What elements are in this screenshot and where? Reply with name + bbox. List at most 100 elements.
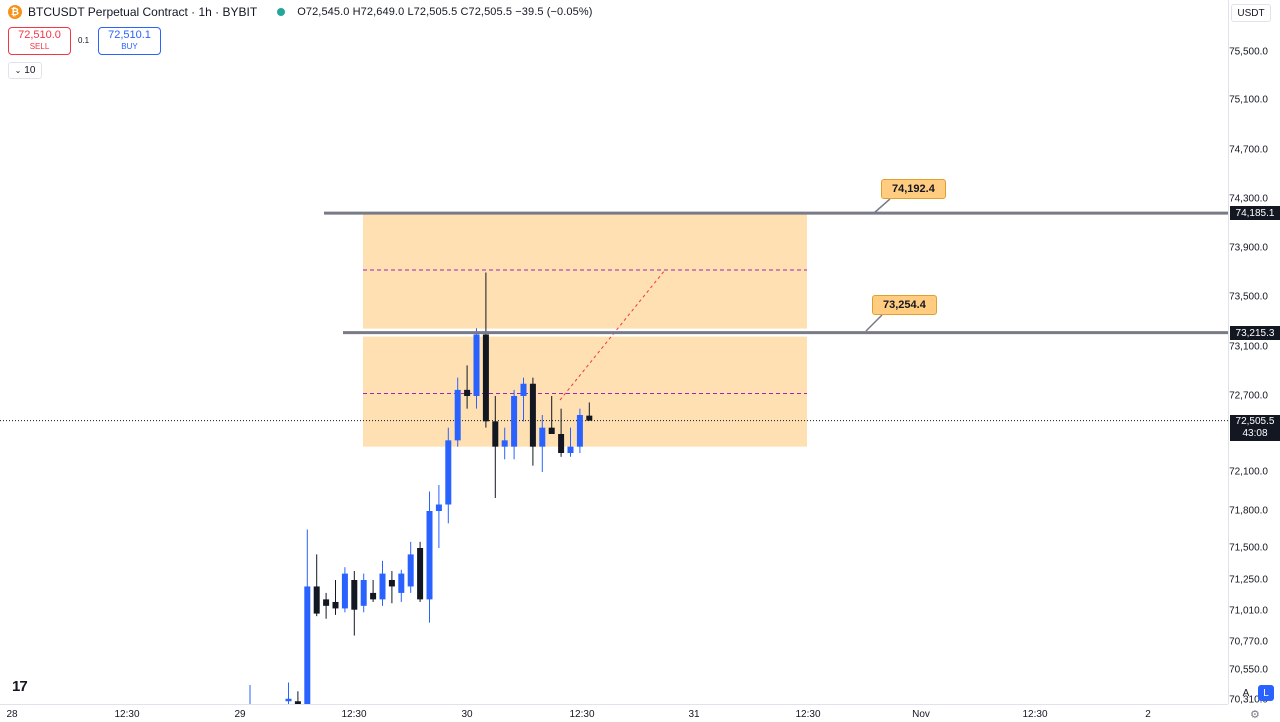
- price-tick-label: 72,100.0: [1229, 466, 1268, 478]
- candle-body: [473, 334, 480, 396]
- candle-body: [379, 573, 386, 600]
- candle-body: [351, 580, 358, 610]
- candle-body: [417, 548, 424, 600]
- candle-body: [323, 599, 330, 606]
- last-price: 72,505.5: [1235, 416, 1275, 427]
- time-tick-label: 28: [6, 709, 18, 720]
- upper-callout-pointer: [873, 198, 891, 214]
- price-tick-label: 70,310.0: [1229, 694, 1268, 706]
- time-tick-label: 12:30: [1022, 709, 1048, 720]
- candle-body: [445, 440, 452, 505]
- price-tick-label: 71,250.0: [1229, 574, 1268, 586]
- quantity-selector[interactable]: ⌄ 10: [8, 62, 42, 79]
- time-tick-label: 12:30: [341, 709, 367, 720]
- symbol-legend: ₿ BTCUSDT Perpetual Contract · 1h · BYBI…: [8, 5, 593, 19]
- price-tick-label: 72,700.0: [1229, 390, 1268, 402]
- target-zone-upper: [363, 213, 807, 329]
- candle-body: [501, 440, 508, 447]
- chart-area[interactable]: ₿ BTCUSDT Perpetual Contract · 1h · BYBI…: [0, 0, 1228, 704]
- price-tick-label: 73,500.0: [1229, 291, 1268, 303]
- quantity-value: 10: [24, 65, 36, 76]
- candle-body: [464, 389, 471, 396]
- upper-callout-text: 74,192.4: [892, 183, 935, 195]
- auto-scale-button[interactable]: A: [1242, 687, 1250, 699]
- price-tick-label: 74,700.0: [1229, 144, 1268, 156]
- upper-level-price-tag: 74,185.1: [1230, 206, 1280, 220]
- price-tick-label: 73,100.0: [1229, 341, 1268, 353]
- lower-level-callout[interactable]: 73,254.4: [872, 295, 937, 315]
- candle-body: [567, 446, 574, 453]
- lower-level-price-tag: 73,215.3: [1230, 326, 1280, 340]
- bar-countdown: 43:08: [1242, 428, 1268, 439]
- price-tick-label: 71,800.0: [1229, 505, 1268, 517]
- candle-body: [435, 504, 442, 511]
- time-tick-label: 12:30: [795, 709, 821, 720]
- candle-body: [332, 601, 339, 609]
- candle-body: [285, 698, 292, 702]
- price-tick-label: 70,770.0: [1229, 636, 1268, 648]
- last-price-tag: 72,505.5 43:08: [1230, 415, 1280, 441]
- buy-price: 72,510.1: [108, 29, 151, 41]
- time-tick-label: 30: [461, 709, 473, 720]
- log-scale-button[interactable]: L: [1258, 685, 1274, 701]
- candle-body: [558, 434, 565, 453]
- buy-label: BUY: [121, 42, 138, 51]
- candle-body: [511, 396, 518, 447]
- target-zone-lower: [363, 336, 807, 447]
- spread-value: 0.1: [78, 36, 90, 45]
- sell-label: SELL: [29, 42, 50, 51]
- candle-body: [454, 389, 461, 441]
- candle-body: [529, 383, 536, 447]
- currency-selector[interactable]: USDT: [1231, 4, 1271, 22]
- chart-canvas[interactable]: [0, 0, 1228, 704]
- chevron-down-icon: ⌄: [14, 66, 22, 75]
- candle-body: [388, 580, 395, 587]
- market-status-indicator[interactable]: [277, 8, 286, 16]
- time-tick-label: 31: [688, 709, 700, 720]
- price-tick-label: 75,100.0: [1229, 94, 1268, 106]
- candle-body: [482, 334, 489, 422]
- price-axis[interactable]: 75,500.0 75,100.0 74,700.0 74,300.0 73,900.0…: [1228, 0, 1280, 706]
- lower-callout-pointer: [865, 314, 883, 332]
- time-tick-label: Nov: [912, 709, 930, 720]
- price-tick-label: 71,010.0: [1229, 605, 1268, 617]
- candle-body: [548, 427, 555, 434]
- ohlc-values: O72,545.0 H72,649.0 L72,505.5 C72,505.5 …: [297, 6, 593, 18]
- upper-level-callout[interactable]: 74,192.4: [881, 179, 946, 199]
- time-tick-label: 12:30: [114, 709, 140, 720]
- tradingview-logo[interactable]: 17: [12, 678, 28, 695]
- candle-body: [360, 580, 367, 606]
- sell-price: 72,510.0: [18, 29, 61, 41]
- sell-button[interactable]: 72,510.0 SELL: [8, 27, 71, 55]
- gear-icon[interactable]: ⚙: [1250, 709, 1260, 721]
- candle-body: [398, 573, 405, 593]
- candle-body: [539, 427, 546, 447]
- candle-body: [492, 421, 499, 447]
- buy-button[interactable]: 72,510.1 BUY: [98, 27, 161, 55]
- time-tick-label: 2: [1145, 709, 1151, 720]
- projection-arrow: [559, 269, 666, 401]
- candle-body: [426, 511, 433, 600]
- upper-level-price: 74,185.1: [1235, 207, 1275, 219]
- lower-callout-text: 73,254.4: [883, 299, 926, 311]
- candle-body: [586, 415, 593, 421]
- lower-level-price: 73,215.3: [1235, 327, 1275, 339]
- price-tick-label: 74,300.0: [1229, 193, 1268, 205]
- symbol-title[interactable]: BTCUSDT Perpetual Contract · 1h · BYBIT: [28, 5, 258, 19]
- time-tick-label: 12:30: [569, 709, 595, 720]
- candle-body: [370, 592, 377, 600]
- candle-body: [341, 573, 348, 609]
- candle-body: [407, 554, 414, 587]
- price-tick-label: 71,500.0: [1229, 542, 1268, 554]
- candle-body: [304, 586, 311, 704]
- candle-body: [313, 586, 320, 614]
- candle-body: [294, 701, 301, 704]
- price-tick-label: 73,900.0: [1229, 242, 1268, 254]
- time-axis[interactable]: 28 12:30 29 12:30 30 12:30 31 12:30 Nov 12:30 2: [0, 704, 1228, 722]
- candle-body: [576, 415, 583, 447]
- candle-body: [520, 383, 527, 396]
- time-tick-label: 29: [234, 709, 246, 720]
- price-tick-label: 70,550.0: [1229, 664, 1268, 676]
- price-tick-label: 75,500.0: [1229, 46, 1268, 58]
- bitcoin-icon[interactable]: ₿: [8, 5, 22, 19]
